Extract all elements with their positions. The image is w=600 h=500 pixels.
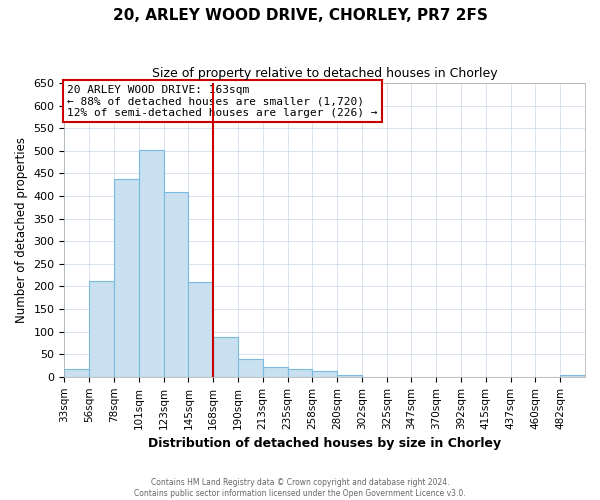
Title: Size of property relative to detached houses in Chorley: Size of property relative to detached ho… xyxy=(152,68,497,80)
X-axis label: Distribution of detached houses by size in Chorley: Distribution of detached houses by size … xyxy=(148,437,501,450)
Bar xyxy=(313,371,337,377)
Bar xyxy=(213,337,238,377)
Bar xyxy=(114,180,139,377)
Bar xyxy=(188,282,213,377)
Y-axis label: Number of detached properties: Number of detached properties xyxy=(15,137,28,323)
Bar xyxy=(287,368,313,377)
Bar xyxy=(337,374,362,377)
Text: 20, ARLEY WOOD DRIVE, CHORLEY, PR7 2FS: 20, ARLEY WOOD DRIVE, CHORLEY, PR7 2FS xyxy=(113,8,487,22)
Bar xyxy=(238,358,263,377)
Bar xyxy=(164,192,188,377)
Text: Contains HM Land Registry data © Crown copyright and database right 2024.
Contai: Contains HM Land Registry data © Crown c… xyxy=(134,478,466,498)
Bar xyxy=(560,374,585,377)
Bar xyxy=(89,281,114,377)
Bar xyxy=(139,150,164,377)
Bar xyxy=(64,368,89,377)
Text: 20 ARLEY WOOD DRIVE: 163sqm
← 88% of detached houses are smaller (1,720)
12% of : 20 ARLEY WOOD DRIVE: 163sqm ← 88% of det… xyxy=(67,84,377,117)
Bar xyxy=(263,367,287,377)
